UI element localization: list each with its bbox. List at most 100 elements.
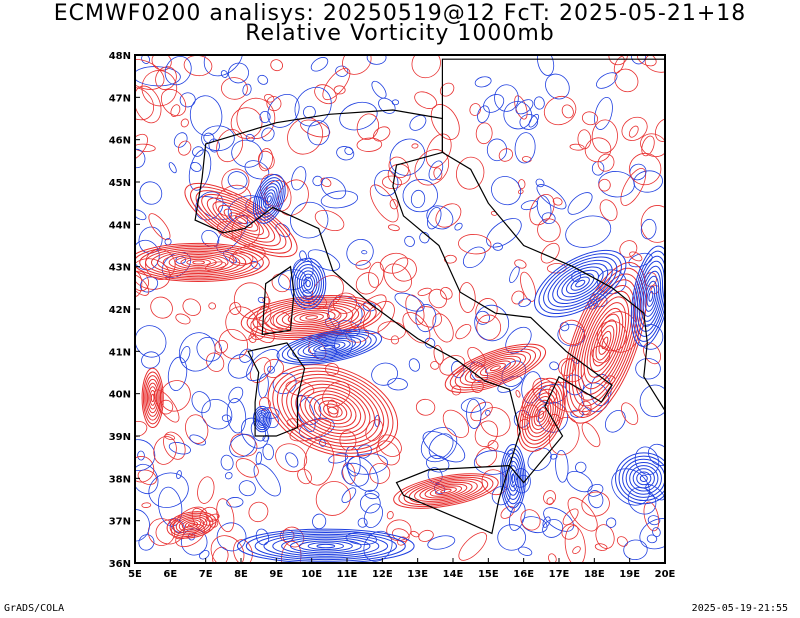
contour-band xyxy=(135,244,264,281)
contour-line xyxy=(277,179,309,216)
contour-line xyxy=(613,56,625,74)
contour-line xyxy=(621,116,648,141)
contour-line xyxy=(294,86,332,127)
contour-line xyxy=(470,401,493,422)
contour-line xyxy=(203,55,244,77)
contour-line xyxy=(415,306,443,328)
contour-line xyxy=(229,433,256,458)
contour-line xyxy=(641,135,655,157)
contour-line xyxy=(387,377,408,391)
contour-line xyxy=(216,522,247,552)
contour-band xyxy=(175,516,208,534)
contour-line xyxy=(342,55,372,75)
contour-band xyxy=(398,475,494,508)
balkan-coastline xyxy=(441,58,665,412)
contour-line xyxy=(248,501,269,523)
contour-band xyxy=(302,337,356,357)
contour-line xyxy=(291,166,307,191)
contour-line xyxy=(379,252,409,274)
contour-line xyxy=(497,524,526,551)
contour-band xyxy=(536,407,547,423)
contour-line xyxy=(185,414,209,444)
contour-line xyxy=(263,358,284,379)
contour-line xyxy=(415,304,437,333)
contour-line xyxy=(521,156,532,163)
contour-band xyxy=(184,521,199,529)
contour-band xyxy=(501,448,525,509)
contour-band xyxy=(440,488,452,494)
contour-line xyxy=(180,528,208,556)
contour-line xyxy=(261,127,275,142)
contour-line xyxy=(549,361,559,371)
contour-line xyxy=(411,143,419,149)
contour-line xyxy=(515,99,534,115)
contour-band xyxy=(186,258,211,267)
contour-line xyxy=(368,261,385,288)
contour-line xyxy=(190,161,202,172)
contour-line xyxy=(564,525,586,563)
contour-line xyxy=(477,105,490,123)
contour-line xyxy=(386,511,394,520)
contour-line xyxy=(537,218,561,243)
contour-band xyxy=(223,208,259,232)
contour-line xyxy=(259,110,271,124)
x-tick-label: 14E xyxy=(443,569,464,580)
contour-band xyxy=(574,285,636,401)
contour-line xyxy=(296,394,316,433)
contour-line xyxy=(426,206,442,230)
contour-band xyxy=(565,267,645,418)
contour-line xyxy=(229,302,242,315)
contour-band xyxy=(429,485,463,497)
contour-band xyxy=(206,197,276,243)
contour-line xyxy=(355,272,379,295)
contour-band xyxy=(568,273,642,413)
contour-line xyxy=(633,170,663,193)
contour-line xyxy=(137,450,145,461)
contour-band xyxy=(444,343,547,393)
contour-line xyxy=(411,55,441,79)
contour-line xyxy=(517,189,524,195)
contour-band xyxy=(168,253,229,271)
contour-line xyxy=(577,129,592,150)
contour-line xyxy=(455,156,485,190)
contour-line xyxy=(238,480,256,497)
contour-band xyxy=(636,471,652,486)
contour-band xyxy=(252,174,286,224)
contour-band xyxy=(258,300,365,335)
contour-line xyxy=(541,212,556,225)
contour-band xyxy=(303,276,314,291)
contour-band xyxy=(290,380,375,441)
contour-band xyxy=(318,400,348,421)
contour-line xyxy=(376,440,401,466)
contour-band xyxy=(234,215,248,225)
contour-line xyxy=(570,409,584,418)
contour-line xyxy=(199,549,210,560)
contour-line xyxy=(386,519,412,542)
contour-line xyxy=(458,282,476,313)
contour-line xyxy=(258,148,273,172)
sardinia-coastline xyxy=(247,342,306,437)
contour-line xyxy=(233,282,270,320)
contour-line xyxy=(356,137,383,152)
italy-coastline xyxy=(194,109,613,484)
x-tick-label: 10E xyxy=(301,569,322,580)
footer-timestamp: 2025-05-19-21:55 xyxy=(691,603,788,614)
x-tick-label: 12E xyxy=(372,569,393,580)
contour-line xyxy=(135,59,165,90)
contour-line xyxy=(135,143,156,152)
contour-band xyxy=(500,443,526,513)
contour-band xyxy=(145,378,160,417)
contour-band xyxy=(636,260,665,332)
contour-band xyxy=(190,186,292,254)
contour-line xyxy=(344,146,354,156)
contour-band xyxy=(403,476,489,506)
contour-line xyxy=(505,326,532,354)
contour-line xyxy=(639,384,665,418)
contour-line xyxy=(394,292,425,312)
contour-band xyxy=(146,382,159,414)
contour-line xyxy=(584,137,612,163)
contour-line xyxy=(440,286,453,300)
contour-line xyxy=(262,434,270,442)
contour-line xyxy=(388,156,409,179)
contour-line xyxy=(460,397,486,413)
